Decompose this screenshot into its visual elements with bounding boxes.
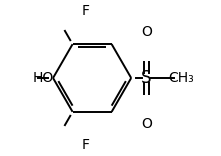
Text: F: F — [81, 138, 89, 152]
Text: F: F — [81, 4, 89, 18]
Text: O: O — [141, 25, 152, 39]
Text: O: O — [141, 117, 152, 131]
Text: S: S — [141, 69, 152, 87]
Text: CH₃: CH₃ — [168, 71, 194, 85]
Text: HO: HO — [32, 71, 54, 85]
